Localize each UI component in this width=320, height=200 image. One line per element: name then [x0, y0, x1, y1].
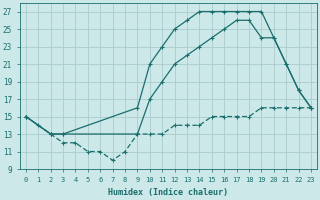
X-axis label: Humidex (Indice chaleur): Humidex (Indice chaleur) — [108, 188, 228, 197]
